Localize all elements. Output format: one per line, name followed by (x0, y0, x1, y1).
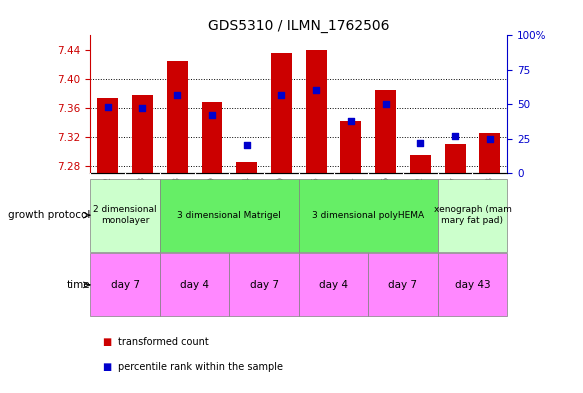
Text: time: time (66, 280, 90, 290)
Text: ■: ■ (102, 337, 111, 347)
Text: day 4: day 4 (319, 280, 348, 290)
Text: transformed count: transformed count (118, 337, 209, 347)
Title: GDS5310 / ILMN_1762506: GDS5310 / ILMN_1762506 (208, 19, 389, 33)
Text: 3 dimensional Matrigel: 3 dimensional Matrigel (177, 211, 281, 220)
Point (311, 87, 321, 94)
Bar (236, 162, 257, 173)
Point (451, 133, 460, 139)
Bar (375, 90, 396, 173)
Text: 2 dimensional
monolayer: 2 dimensional monolayer (93, 206, 157, 225)
Bar (90, 253, 160, 316)
Text: ■: ■ (102, 362, 111, 373)
Text: percentile rank within the sample: percentile rank within the sample (118, 362, 283, 373)
Bar (299, 253, 368, 316)
Bar (340, 121, 361, 173)
Point (277, 91, 286, 97)
Bar (132, 95, 153, 173)
Bar (271, 53, 292, 173)
Point (242, 142, 251, 149)
Text: xenograph (mam
mary fat pad): xenograph (mam mary fat pad) (434, 206, 511, 225)
Bar (167, 61, 188, 173)
Bar (90, 179, 160, 252)
Text: day 43: day 43 (455, 280, 490, 290)
Point (346, 118, 356, 124)
Bar (368, 253, 438, 316)
Text: day 7: day 7 (388, 280, 417, 290)
Text: 3 dimensional polyHEMA: 3 dimensional polyHEMA (312, 211, 424, 220)
Point (416, 140, 425, 146)
Bar (202, 102, 222, 173)
Bar (479, 133, 500, 173)
Bar (438, 253, 507, 316)
Point (103, 104, 113, 110)
Point (485, 135, 494, 141)
Bar (438, 179, 507, 252)
Text: day 7: day 7 (250, 280, 279, 290)
Bar (229, 253, 299, 316)
Bar (160, 179, 299, 252)
Point (381, 101, 390, 107)
Bar (445, 144, 465, 173)
Text: growth protocol: growth protocol (8, 210, 90, 220)
Text: day 7: day 7 (111, 280, 139, 290)
Point (173, 91, 182, 97)
Bar (410, 155, 431, 173)
Text: day 4: day 4 (180, 280, 209, 290)
Bar (305, 50, 326, 173)
Bar (97, 98, 118, 173)
Point (138, 105, 147, 111)
Bar (160, 253, 229, 316)
Bar (299, 179, 438, 252)
Point (208, 112, 217, 118)
